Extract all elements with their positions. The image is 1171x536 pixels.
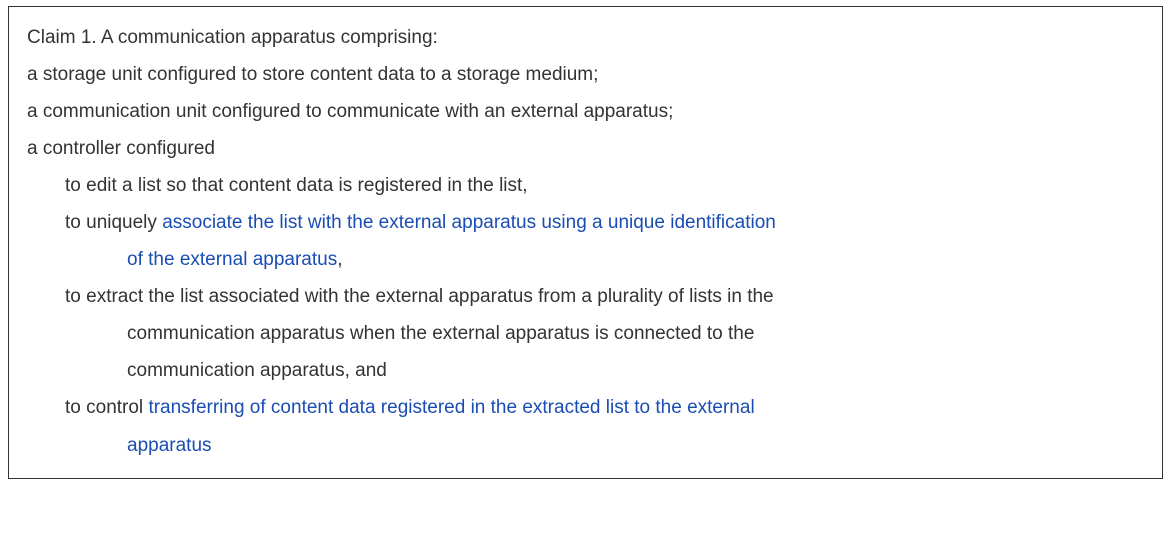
controller-clause-associate-line1: to uniquely associate the list with the … [27, 204, 1144, 241]
claim-element-storage: a storage unit configured to store conte… [27, 56, 1144, 93]
controller-clause-extract-line2: communication apparatus when the externa… [27, 315, 1144, 352]
claim-number: Claim 1. [27, 27, 97, 48]
claim-element-controller: a controller configured [27, 130, 1144, 167]
clause-highlight-cont: of the external apparatus [127, 249, 337, 270]
clause-suffix: , [337, 249, 342, 270]
claim-header: Claim 1. A communication apparatus compr… [27, 19, 1144, 56]
clause-prefix: to uniquely [65, 212, 162, 233]
controller-clause-associate-line2: of the external apparatus, [27, 241, 1144, 278]
controller-clause-extract-line3: communication apparatus, and [27, 352, 1144, 389]
clause-highlight-cont: apparatus [127, 435, 212, 456]
claim-element-communication: a communication unit configured to commu… [27, 93, 1144, 130]
claim-box: Claim 1. A communication apparatus compr… [8, 6, 1163, 479]
claim-preamble: A communication apparatus comprising: [101, 27, 438, 48]
clause-highlight: transferring of content data registered … [148, 397, 754, 418]
controller-clause-extract-line1: to extract the list associated with the … [27, 278, 1144, 315]
clause-prefix: to control [65, 397, 148, 418]
controller-clause-control-line2: apparatus [27, 427, 1144, 464]
controller-clause-edit: to edit a list so that content data is r… [27, 167, 1144, 204]
clause-highlight: associate the list with the external app… [162, 212, 776, 233]
controller-clause-control-line1: to control transferring of content data … [27, 389, 1144, 426]
